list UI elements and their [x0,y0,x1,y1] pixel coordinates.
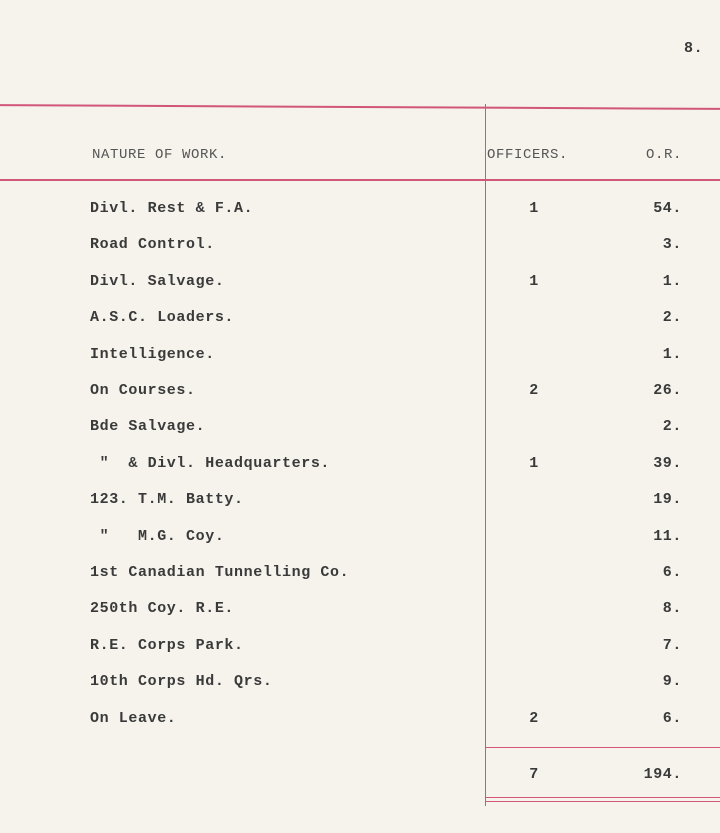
table-row: 250th Coy. R.E. 8. [0,600,720,618]
or-cell: 8. [662,600,682,618]
or-cell: 19. [653,491,682,509]
or-cell: 26. [653,382,682,399]
table-row: Divl. Salvage. 1 1. [0,273,720,291]
table-row: Bde Salvage. 2. [0,418,720,436]
table-row: On Courses. 2 26. [0,382,720,400]
work-cell: A.S.C. Loaders. [90,309,235,327]
or-cell: 1. [662,345,682,363]
table-row: R.E. Corps Park. 7. [0,637,720,655]
total-rule [485,747,720,749]
work-cell: 10th Corps Hd. Qrs. [90,673,273,691]
header-rule [0,179,720,181]
or-cell: 6. [662,709,682,727]
or-cell: 54. [653,200,682,217]
table-row: " & Divl. Headquarters. 1 39. [0,455,720,473]
table-row: 10th Corps Hd. Qrs. 9. [0,673,720,691]
table-header: NATURE OF WORK. OFFICERS. O.R. [0,146,720,164]
double-rule-1 [485,797,720,799]
table-row: Divl. Rest & F.A. 1 54. [0,200,720,218]
header-or: O.R. [645,147,682,163]
work-cell: 250th Coy. R.E. [90,600,235,618]
work-cell: Divl. Rest & F.A. [90,200,254,217]
table-row: 123. T.M. Batty. 19. [0,491,720,509]
table-row: Intelligence. 1. [0,346,720,364]
officers-cell: 1 [529,200,539,217]
work-cell: Divl. Salvage. [90,272,225,290]
table-row: Road Control. 3. [0,236,720,254]
or-cell: 7. [662,636,682,654]
work-cell: Road Control. [90,236,215,254]
work-cell: 123. T.M. Batty. [90,491,244,509]
table-row: On Leave. 2 6. [0,710,720,728]
or-cell: 2. [662,309,682,327]
officers-cell: 1 [529,454,539,472]
header-officers: OFFICERS. [487,147,569,163]
page-number: 8. [684,40,704,57]
work-cell: On Courses. [90,382,196,399]
or-cell: 6. [662,564,682,581]
or-cell: 9. [662,673,682,691]
double-rule-2 [485,801,720,803]
totals-row: 7 194. [0,766,720,784]
officers-cell: 2 [529,382,539,399]
or-cell: 2. [662,418,682,436]
table-row: A.S.C. Loaders. 2. [0,309,720,327]
work-cell: Bde Salvage. [90,418,206,436]
top-rule [0,104,720,110]
work-cell: R.E. Corps Park. [90,636,244,654]
total-or: 194. [643,766,682,783]
or-cell: 1. [662,272,682,290]
work-cell: Intelligence. [90,345,215,363]
table-row: 1st Canadian Tunnelling Co. 6. [0,564,720,582]
or-cell: 39. [653,454,682,472]
or-cell: 11. [653,527,682,545]
column-divider [485,104,487,806]
work-cell: 1st Canadian Tunnelling Co. [90,564,350,581]
work-cell: " & Divl. Headquarters. [90,454,331,472]
table-row: " M.G. Coy. 11. [0,528,720,546]
work-cell: " M.G. Coy. [90,527,225,545]
officers-cell: 1 [529,272,539,290]
work-cell: On Leave. [90,709,177,727]
or-cell: 3. [662,236,682,254]
total-officers: 7 [529,766,539,783]
header-nature-of-work: NATURE OF WORK. [92,147,228,163]
officers-cell: 2 [529,709,539,727]
